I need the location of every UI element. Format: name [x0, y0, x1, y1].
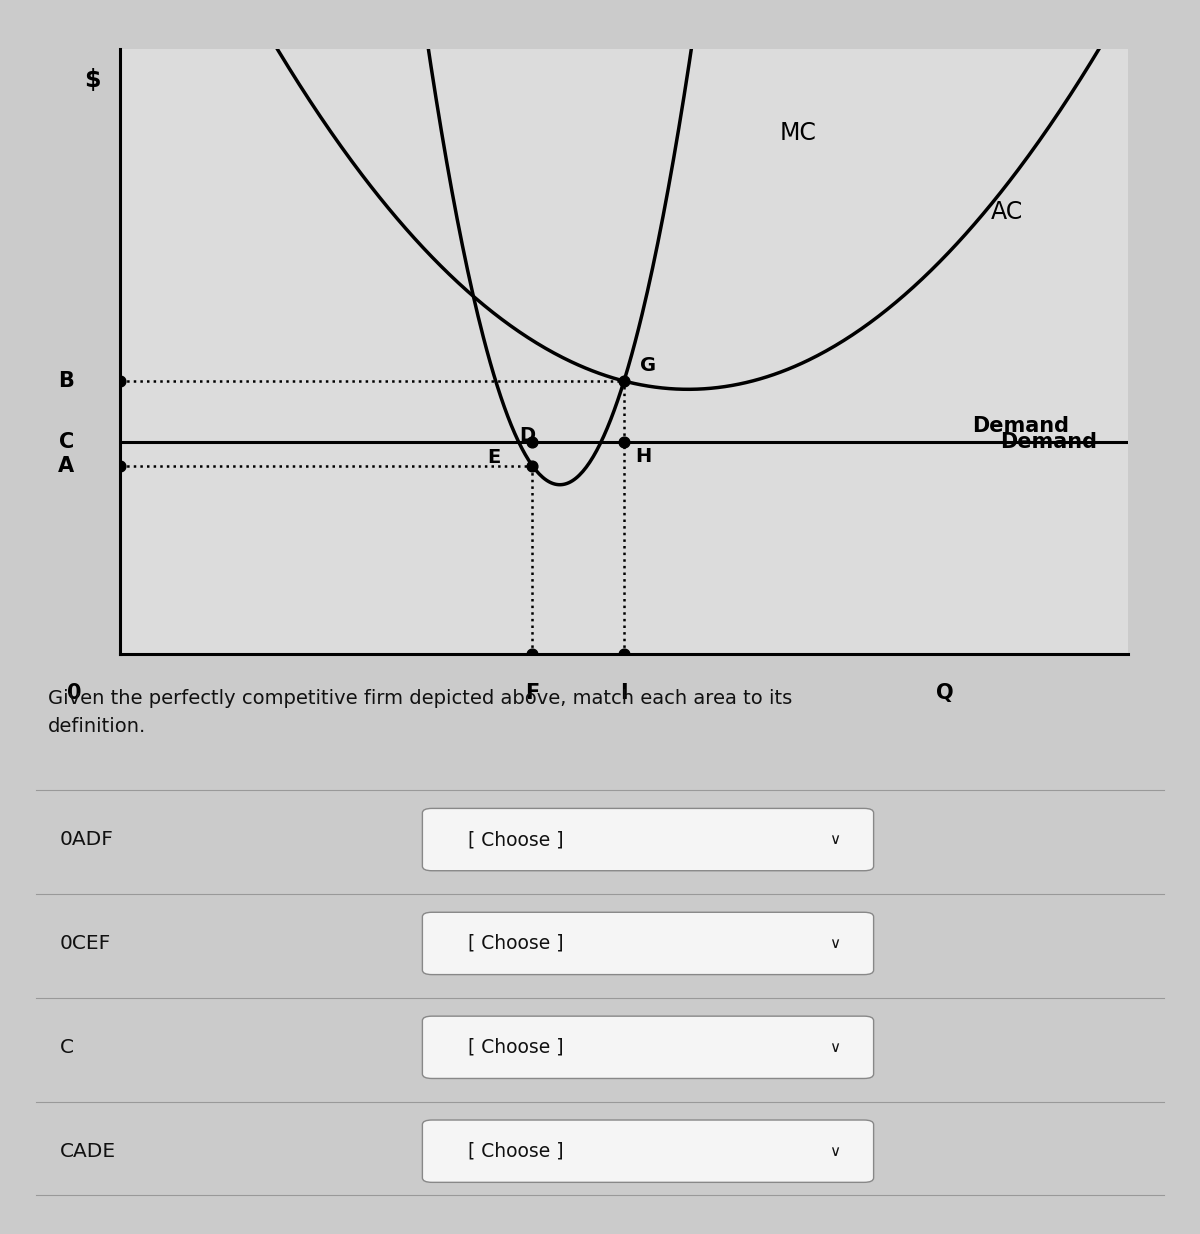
Text: E: E	[487, 448, 500, 468]
Point	[110, 371, 130, 391]
Text: I: I	[620, 684, 628, 703]
Point	[523, 455, 542, 475]
Point	[523, 433, 542, 453]
Text: [ Choose ]: [ Choose ]	[468, 1141, 564, 1161]
Text: C: C	[60, 1038, 74, 1056]
Text: ∨: ∨	[829, 1040, 840, 1055]
Text: Q: Q	[936, 684, 954, 703]
FancyBboxPatch shape	[422, 1016, 874, 1079]
Text: MC: MC	[780, 121, 817, 146]
Text: 0CEF: 0CEF	[60, 934, 112, 953]
Point	[110, 455, 130, 475]
Text: [ Choose ]: [ Choose ]	[468, 934, 564, 953]
FancyBboxPatch shape	[422, 1120, 874, 1182]
Point	[614, 433, 634, 453]
Text: G: G	[641, 355, 656, 375]
Text: [ Choose ]: [ Choose ]	[468, 1038, 564, 1056]
Text: AC: AC	[990, 200, 1022, 223]
Text: C: C	[59, 432, 74, 453]
Point	[523, 644, 542, 664]
Point	[614, 371, 634, 391]
Text: ∨: ∨	[829, 935, 840, 951]
FancyBboxPatch shape	[422, 808, 874, 871]
Text: H: H	[635, 447, 652, 466]
Text: CADE: CADE	[60, 1141, 116, 1161]
Text: F: F	[526, 684, 540, 703]
Text: ∨: ∨	[829, 832, 840, 847]
Text: ∨: ∨	[829, 1144, 840, 1159]
Text: Demand: Demand	[972, 416, 1069, 437]
Text: D: D	[520, 426, 536, 444]
Text: A: A	[58, 455, 74, 475]
FancyBboxPatch shape	[422, 912, 874, 975]
Text: $: $	[84, 68, 101, 91]
Text: 0ADF: 0ADF	[60, 830, 114, 849]
Point	[614, 644, 634, 664]
Text: Given the perfectly competitive firm depicted above, match each area to its
defi: Given the perfectly competitive firm dep…	[48, 690, 792, 737]
Text: Demand: Demand	[1000, 432, 1097, 453]
Text: [ Choose ]: [ Choose ]	[468, 830, 564, 849]
Text: 0: 0	[67, 684, 82, 703]
Text: B: B	[59, 371, 74, 391]
